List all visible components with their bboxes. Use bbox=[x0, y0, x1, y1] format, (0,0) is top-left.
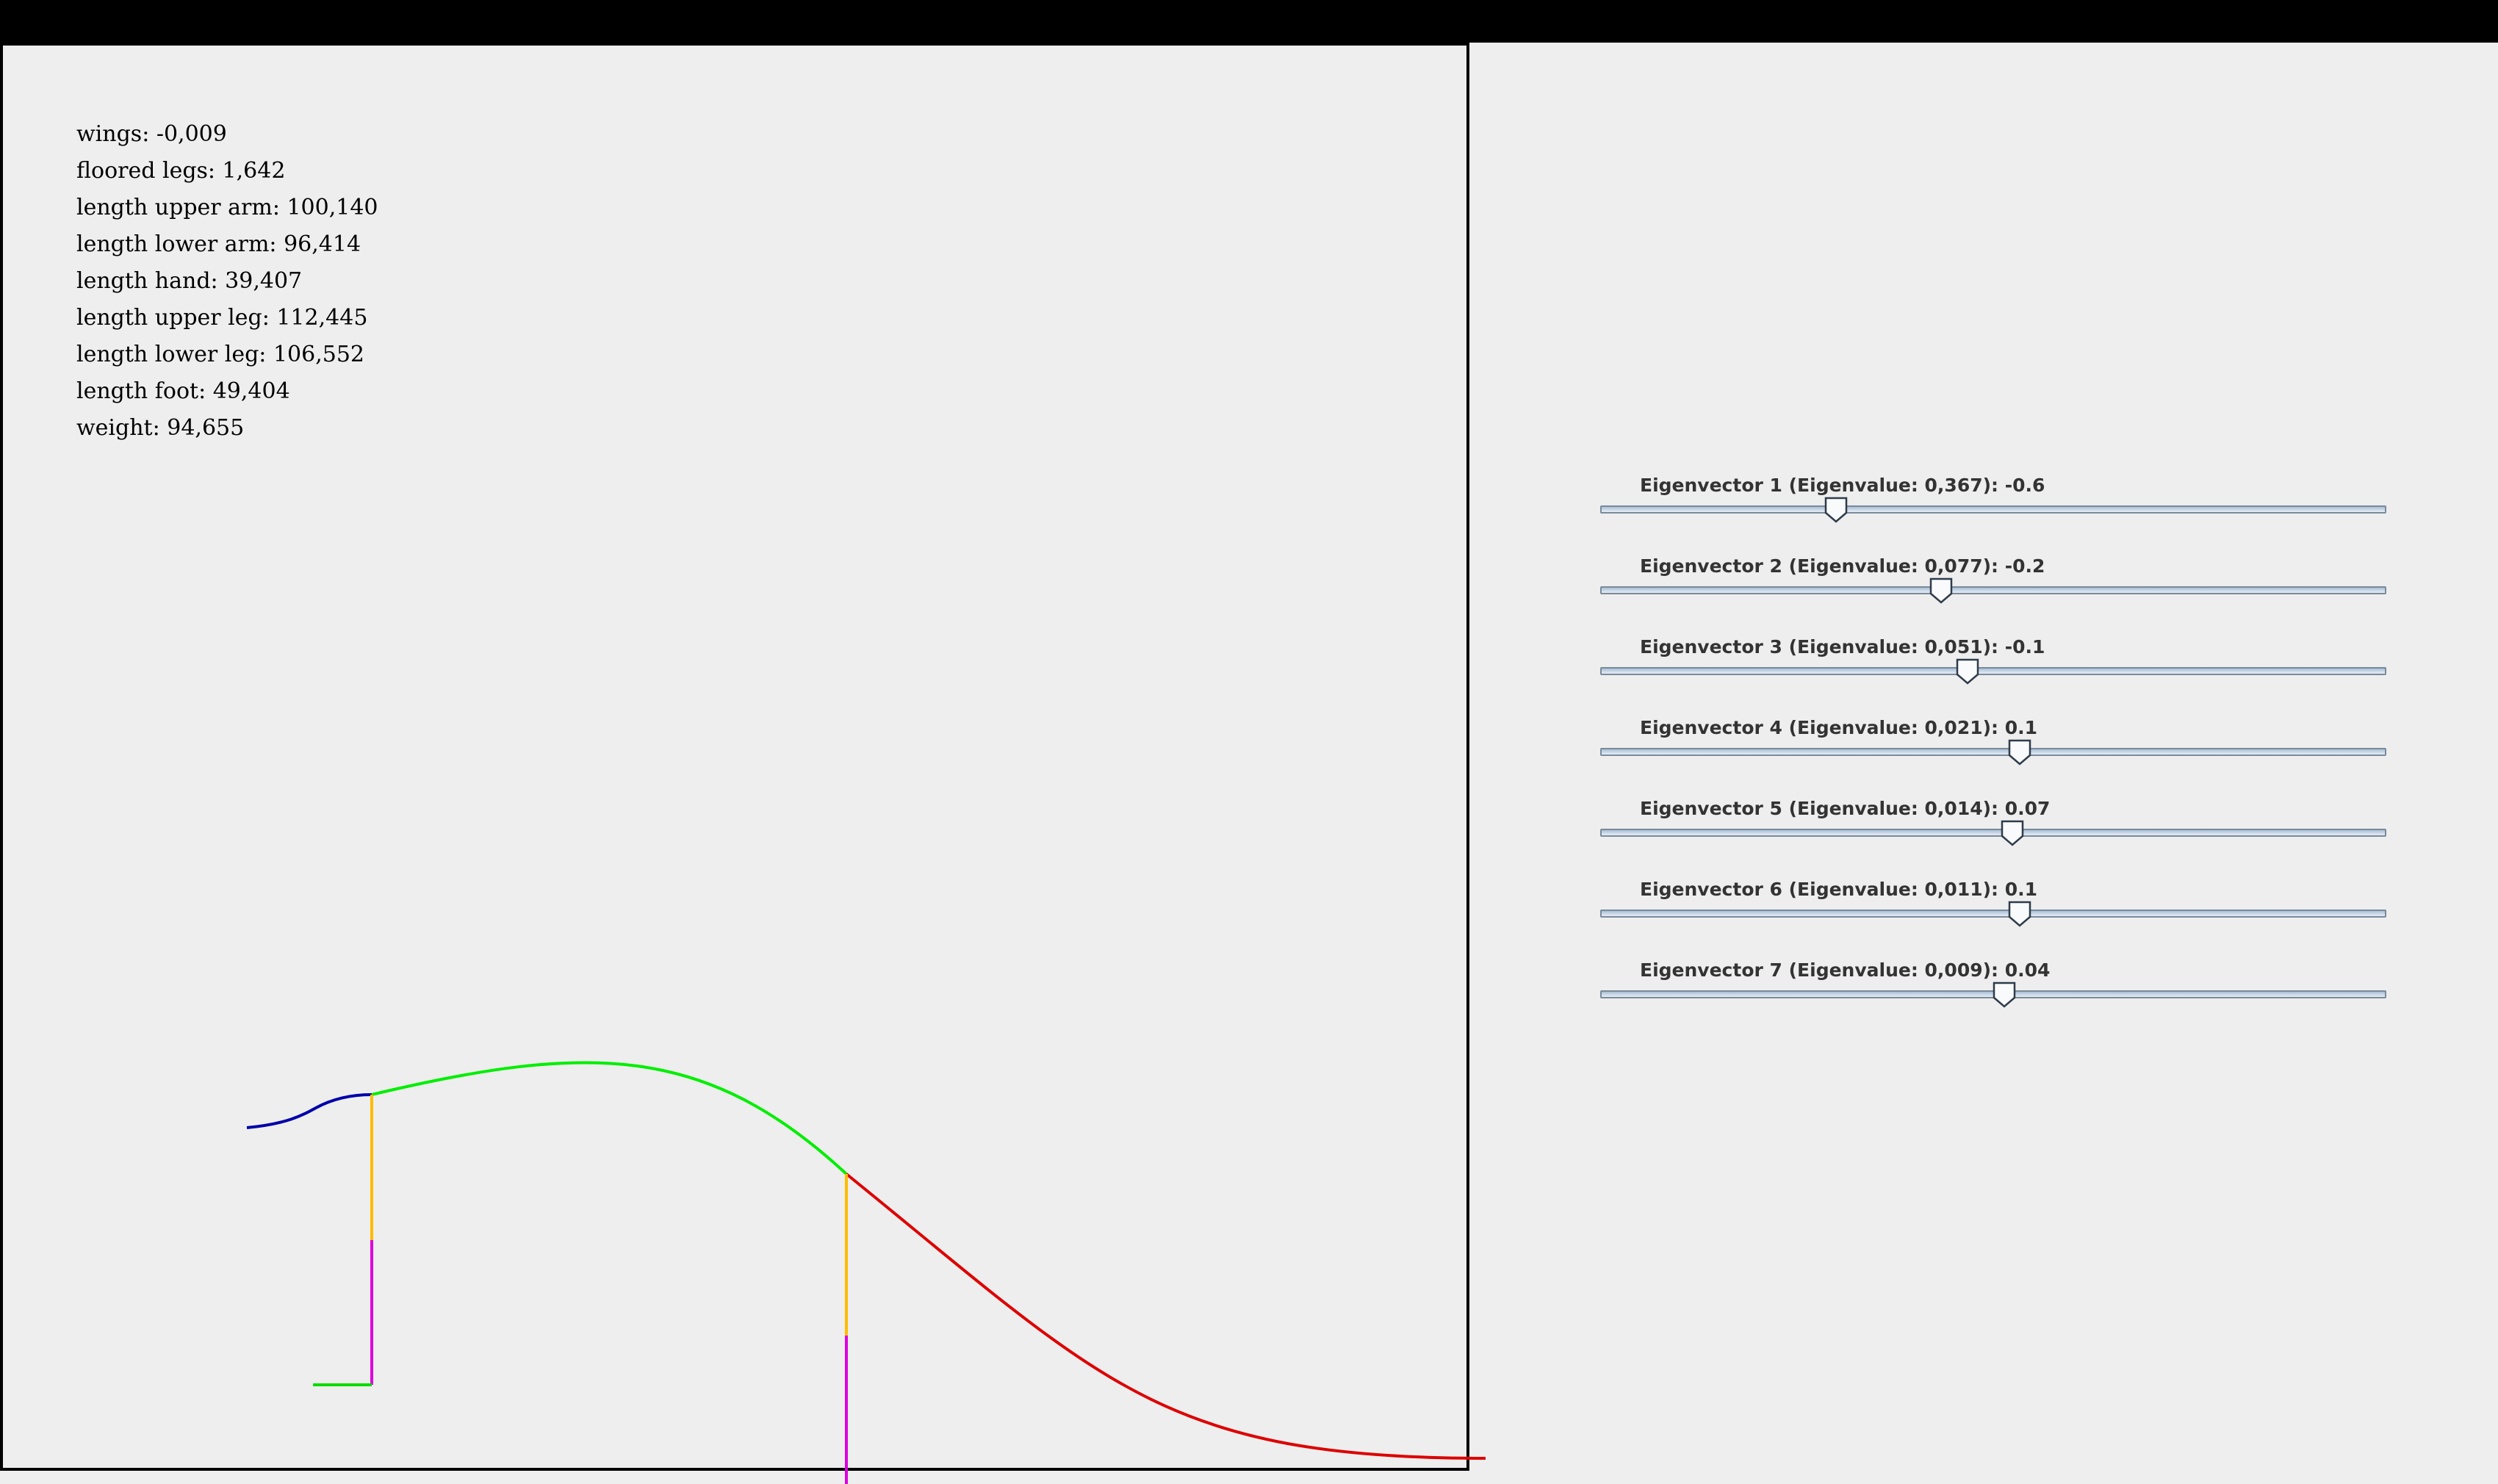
eigenvector-7-thumb[interactable] bbox=[1993, 981, 2016, 1008]
stat-floored-legs: floored legs: 1,642 bbox=[76, 158, 286, 184]
window-titlebar bbox=[0, 0, 2498, 43]
skeleton-canvas: wings: -0,009 floored legs: 1,642 length… bbox=[0, 43, 1469, 1471]
eigenvector-2-thumb[interactable] bbox=[1929, 577, 1953, 604]
eigenvector-5-thumb[interactable] bbox=[2001, 820, 2024, 846]
eigenvector-5-label: Eigenvector 5 (Eigenvalue: 0,014): 0.07 bbox=[1640, 798, 2051, 819]
eigenvector-1-track[interactable] bbox=[1600, 505, 2386, 514]
eigenvector-slider-6: Eigenvector 6 (Eigenvalue: 0,011): 0.1 bbox=[1599, 874, 2388, 955]
stat-length-lower-leg: length lower leg: 106,552 bbox=[76, 342, 365, 367]
eigenvector-3-thumb[interactable] bbox=[1956, 658, 1979, 685]
eigenvector-4-label: Eigenvector 4 (Eigenvalue: 0,021): 0.1 bbox=[1640, 717, 2038, 738]
stat-length-hand: length hand: 39,407 bbox=[76, 268, 303, 294]
stats-panel: wings: -0,009 floored legs: 1,642 length… bbox=[76, 116, 378, 447]
eigenvector-6-thumb[interactable] bbox=[2008, 901, 2031, 927]
eigenvector-6-track[interactable] bbox=[1600, 910, 2386, 918]
eigenvector-5-track[interactable] bbox=[1600, 829, 2386, 837]
eigenvector-slider-panel: Eigenvector 1 (Eigenvalue: 0,367): -0.6 … bbox=[1599, 470, 2388, 1036]
eigenvector-3-track[interactable] bbox=[1600, 667, 2386, 675]
eigenvector-2-track[interactable] bbox=[1600, 586, 2386, 594]
eigenvector-slider-2: Eigenvector 2 (Eigenvalue: 0,077): -0.2 bbox=[1599, 551, 2388, 632]
stat-length-lower-arm: length lower arm: 96,414 bbox=[76, 231, 361, 257]
eigenvector-6-label: Eigenvector 6 (Eigenvalue: 0,011): 0.1 bbox=[1640, 879, 2038, 900]
stat-length-foot: length foot: 49,404 bbox=[76, 378, 290, 404]
eigenvector-1-thumb[interactable] bbox=[1824, 497, 1848, 523]
eigenvector-slider-7: Eigenvector 7 (Eigenvalue: 0,009): 0.04 bbox=[1599, 955, 2388, 1036]
skeleton-tail bbox=[845, 1173, 1486, 1460]
skeleton-head bbox=[246, 1093, 372, 1129]
eigenvector-slider-1: Eigenvector 1 (Eigenvalue: 0,367): -0.6 bbox=[1599, 470, 2388, 551]
eigenvector-4-thumb[interactable] bbox=[2008, 739, 2031, 766]
skeleton-spine bbox=[371, 1061, 848, 1175]
eigenvector-slider-3: Eigenvector 3 (Eigenvalue: 0,051): -0.1 bbox=[1599, 632, 2388, 713]
eigenvector-2-label: Eigenvector 2 (Eigenvalue: 0,077): -0.2 bbox=[1640, 555, 2045, 577]
eigenvector-slider-4: Eigenvector 4 (Eigenvalue: 0,021): 0.1 bbox=[1599, 713, 2388, 793]
eigenvector-slider-5: Eigenvector 5 (Eigenvalue: 0,014): 0.07 bbox=[1599, 793, 2388, 874]
stat-weight: weight: 94,655 bbox=[76, 415, 245, 441]
eigenvector-7-label: Eigenvector 7 (Eigenvalue: 0,009): 0.04 bbox=[1640, 959, 2051, 981]
stat-length-upper-leg: length upper leg: 112,445 bbox=[76, 305, 368, 331]
eigenvector-3-label: Eigenvector 3 (Eigenvalue: 0,051): -0.1 bbox=[1640, 636, 2045, 658]
stat-length-upper-arm: length upper arm: 100,140 bbox=[76, 195, 378, 220]
eigenvector-1-label: Eigenvector 1 (Eigenvalue: 0,367): -0.6 bbox=[1640, 475, 2045, 496]
stat-wings: wings: -0,009 bbox=[76, 121, 227, 147]
eigenvector-4-track[interactable] bbox=[1600, 748, 2386, 756]
